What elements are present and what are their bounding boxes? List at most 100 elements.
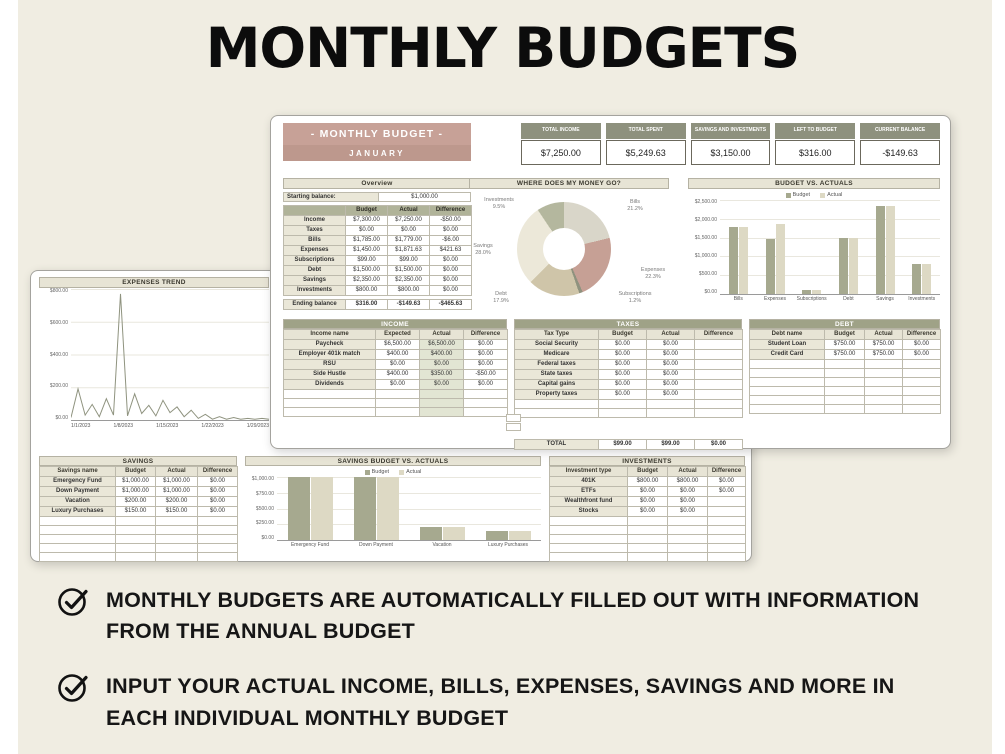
bullet-text: INPUT YOUR ACTUAL INCOME, BILLS, EXPENSE… bbox=[106, 674, 895, 730]
income-header: INCOME bbox=[283, 319, 507, 329]
table-row: Savings name Budget Actual Difference bbox=[39, 466, 238, 477]
income-table: Income name Expected Actual Difference Paych… bbox=[283, 329, 508, 417]
debt-table: Debt name Budget Actual Difference Student L… bbox=[749, 329, 941, 414]
donut bbox=[517, 202, 611, 296]
bullet-item: MONTHLY BUDGETS ARE AUTOMATICALLY FILLED… bbox=[57, 585, 947, 647]
bar bbox=[775, 223, 785, 294]
table-row bbox=[514, 399, 743, 409]
table-row: Tax Type Budget Actual Difference bbox=[514, 329, 743, 340]
table-row: Budget Actual Difference bbox=[283, 205, 472, 216]
table-row bbox=[283, 398, 508, 408]
checkmark-icon bbox=[57, 585, 91, 619]
bar bbox=[310, 477, 333, 540]
table-row: Dividends $0.00 $0.00 $0.00 bbox=[283, 379, 508, 390]
bar-group bbox=[757, 200, 794, 294]
overview-header: Overview bbox=[283, 178, 471, 189]
bar-group bbox=[720, 200, 757, 294]
right-margin bbox=[992, 0, 1005, 754]
summary-card-total-spent: TOTAL SPENT $5,249.63 bbox=[605, 123, 686, 166]
card-label: SAVINGS AND INVESTMENTS bbox=[690, 123, 771, 139]
summary-cards: TOTAL INCOME $7,250.00 TOTAL SPENT $5,24… bbox=[521, 123, 940, 166]
table-row: Down Payment $1,000.00 $1,000.00 $0.00 bbox=[39, 486, 238, 497]
x-axis-labels: Emergency Fund Down Payment Vacation Luxury… bbox=[290, 542, 529, 548]
table-row bbox=[749, 368, 941, 378]
table-row bbox=[549, 552, 746, 562]
checkmark-icon bbox=[57, 671, 91, 705]
savings-header: SAVINGS bbox=[39, 456, 237, 466]
table-row: RSU $0.00 $0.00 $0.00 bbox=[283, 359, 508, 370]
bar bbox=[442, 527, 465, 540]
taxes-header: TAXES bbox=[514, 319, 742, 329]
chart-legend: Budget Actual bbox=[245, 467, 541, 477]
summary-card-left-to-budget: LEFT TO BUDGET $316.00 bbox=[775, 123, 856, 166]
card-label: LEFT TO BUDGET bbox=[775, 123, 856, 139]
table-row bbox=[549, 534, 746, 544]
card-value: $316.00 bbox=[775, 140, 856, 165]
monthly-budget-title-block: - MONTHLY BUDGET - JANUARY bbox=[283, 123, 471, 161]
table-row: Student Loan $750.00 $750.00 $0.00 bbox=[749, 339, 941, 350]
starting-balance-label: Starting balance: bbox=[283, 192, 379, 202]
table-row bbox=[749, 395, 941, 405]
chart-legend: Budget Actual bbox=[688, 190, 940, 200]
table-row: Debt name Budget Actual Difference bbox=[749, 329, 941, 340]
table-row bbox=[549, 516, 746, 526]
table-row: Ending balance $316.00 -$149.63 -$465.63 bbox=[283, 299, 472, 310]
bar bbox=[485, 530, 508, 540]
y-axis-labels: $800.00 $600.00 $400.00 $200.00 $0.00 bbox=[49, 288, 68, 421]
expenses-trend-header: EXPENSES TREND bbox=[39, 277, 269, 288]
bar bbox=[802, 290, 812, 294]
starting-balance-value: $1,000.00 bbox=[379, 192, 471, 202]
table-row: Federal taxes $0.00 $0.00 bbox=[514, 359, 743, 370]
left-margin bbox=[0, 0, 18, 754]
bar bbox=[765, 239, 775, 294]
monthly-budget-month: JANUARY bbox=[283, 145, 471, 161]
savings-chart-header: SAVINGS BUDGET VS. ACTUALS bbox=[245, 456, 541, 466]
table-row: Luxury Purchases $150.00 $150.00 $0.00 bbox=[39, 506, 238, 517]
bar-group bbox=[343, 477, 409, 540]
bar bbox=[875, 205, 885, 294]
donut-label: Bills 21.2% bbox=[627, 199, 643, 212]
table-row: Medicare $0.00 $0.00 bbox=[514, 349, 743, 360]
bar bbox=[812, 290, 822, 294]
x-axis-labels: 1/1/2023 1/8/2023 1/15/2023 1/22/2023 1/29/2… bbox=[71, 423, 269, 429]
monthly-budget-title: - MONTHLY BUDGET - bbox=[283, 123, 471, 145]
empty-cell bbox=[506, 414, 521, 422]
table-row bbox=[39, 525, 238, 535]
investments-header: INVESTMENTS bbox=[549, 456, 745, 466]
bar bbox=[728, 226, 738, 294]
taxes-table: Tax Type Budget Actual Difference Social Sec… bbox=[514, 329, 743, 450]
table-row: Bills $1,785.00 $1,779.00 -$6.00 bbox=[283, 235, 472, 246]
expenses-trend-chart: $800.00 $600.00 $400.00 $200.00 $0.00 1/1/202… bbox=[39, 289, 269, 437]
table-row bbox=[749, 359, 941, 369]
table-row: Paycheck $6,500.00 $6,500.00 $0.00 bbox=[283, 339, 508, 350]
table-row bbox=[39, 552, 238, 562]
bar bbox=[848, 237, 858, 294]
card-label: CURRENT BALANCE bbox=[860, 123, 940, 139]
bar bbox=[353, 477, 376, 540]
table-row: Savings $2,350.00 $2,350.00 $0.00 bbox=[283, 275, 472, 286]
table-row: Subscriptions $99.00 $99.00 $0.00 bbox=[283, 255, 472, 266]
budget-vs-actuals-chart: Budget Actual $2,500.00 $2,000.00 $1,500.00 $… bbox=[688, 190, 940, 316]
investments-table: Investment type Budget Actual Difference 401… bbox=[549, 466, 746, 562]
y-axis-labels: $1,000.00 $750.00 $500.00 $250.00 $0.00 bbox=[251, 476, 274, 541]
table-row bbox=[749, 386, 941, 396]
donut-label: Debt 17.9% bbox=[493, 291, 509, 304]
card-value: $7,250.00 bbox=[521, 140, 601, 165]
table-row bbox=[549, 525, 746, 535]
table-row: Credit Card $750.00 $750.00 $0.00 bbox=[749, 349, 941, 360]
bar-group bbox=[409, 477, 475, 540]
starting-balance-row: Starting balance: $1,000.00 bbox=[283, 192, 471, 202]
overview-table: Budget Actual Difference Income $7,300.00 $7,… bbox=[283, 205, 472, 310]
bar-group bbox=[277, 477, 343, 540]
table-row: Taxes $0.00 $0.00 $0.00 bbox=[283, 225, 472, 236]
table-row: Stocks $0.00 $0.00 bbox=[549, 506, 746, 517]
summary-card-savings-investments: SAVINGS AND INVESTMENTS $3,150.00 bbox=[690, 123, 771, 166]
donut-label: Subscriptions 1.2% bbox=[618, 291, 652, 304]
table-row bbox=[514, 408, 743, 418]
card-label: TOTAL SPENT bbox=[605, 123, 686, 139]
table-row: Debt $1,500.00 $1,500.00 $0.00 bbox=[283, 265, 472, 276]
card-value: $5,249.63 bbox=[605, 140, 686, 165]
table-row: Income $7,300.00 $7,250.00 -$50.00 bbox=[283, 215, 472, 226]
bar bbox=[738, 227, 748, 294]
table-row: Side Hustle $400.00 $350.00 -$50.00 bbox=[283, 369, 508, 380]
